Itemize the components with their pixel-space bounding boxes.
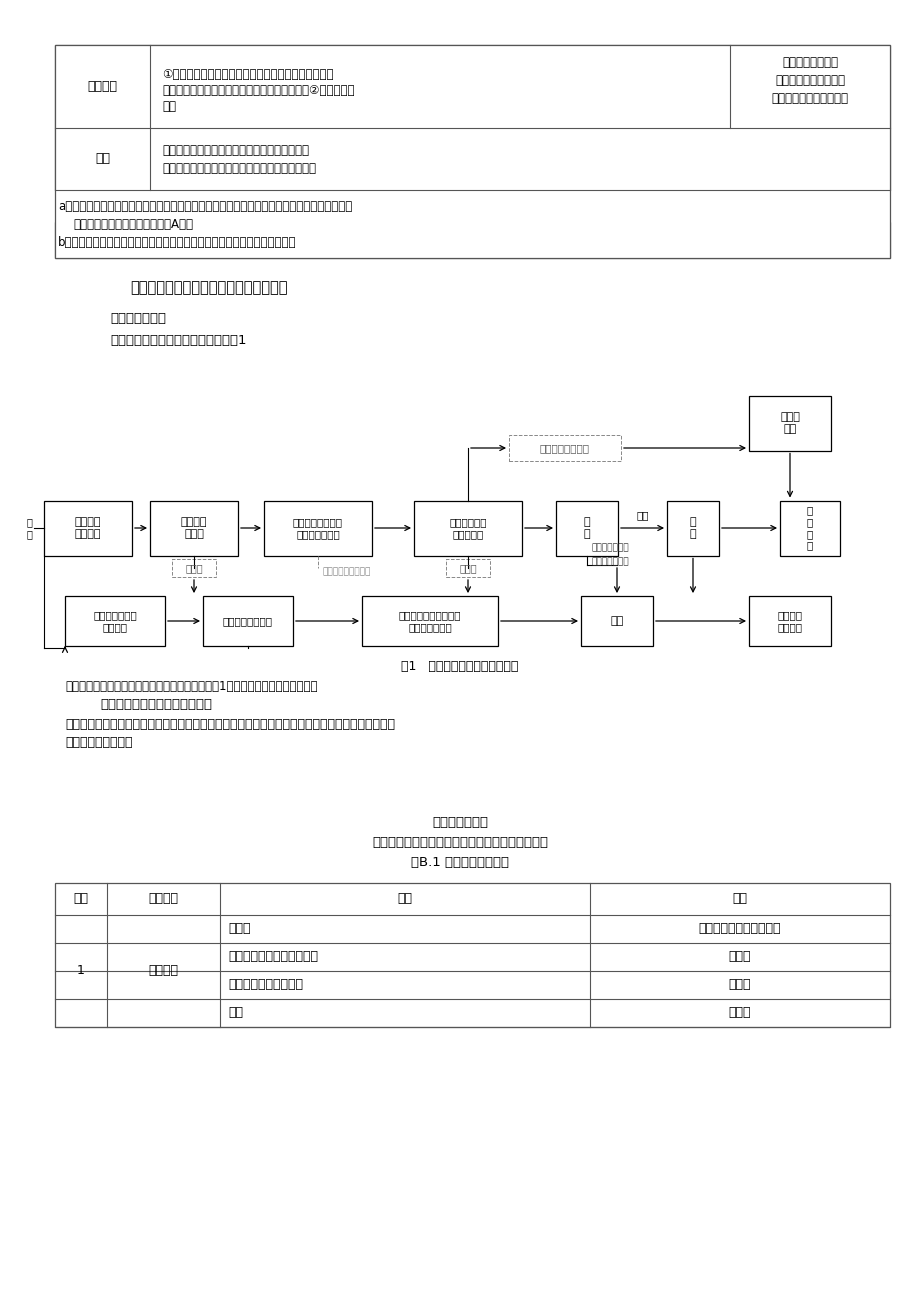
Text: 发动机怠速应正常。: 发动机怠速应正常。 <box>65 736 132 749</box>
Bar <box>55 46 889 190</box>
Text: 不合格: 不合格 <box>185 563 202 573</box>
Text: 审
核: 审 核 <box>583 517 590 539</box>
Text: 车辆登记
（登录）: 车辆登记 （登录） <box>74 517 101 539</box>
Text: 备注: 备注 <box>732 893 746 906</box>
Bar <box>555 500 618 555</box>
Bar <box>150 500 238 555</box>
Bar <box>361 595 497 646</box>
Bar <box>446 559 490 577</box>
Text: 能。: 能。 <box>162 100 176 113</box>
Text: 联网且陶毕的道路交通安全违法行为和交通事故。: 联网且陶毕的道路交通安全违法行为和交通事故。 <box>162 162 315 175</box>
Text: 检验资料
收集归档: 检验资料 收集归档 <box>777 610 801 632</box>
Bar <box>666 500 719 555</box>
Text: 机动车安全技术检验的检验流程见图1: 机动车安全技术检验的检验流程见图1 <box>110 335 246 348</box>
Text: 车
辆
出
站: 车 辆 出 站 <box>806 506 812 550</box>
Bar <box>55 46 889 258</box>
Text: 检验项目: 检验项目 <box>148 893 178 906</box>
Text: 线外检验（不含车
辆唯一性认定）: 线外检验（不含车 辆唯一性认定） <box>292 517 343 539</box>
Text: 合格: 合格 <box>636 509 648 520</box>
Bar <box>264 500 371 555</box>
Bar <box>172 559 216 577</box>
Text: 二、检验流程和对送检机动车的基本要求: 二、检验流程和对送检机动车的基本要求 <box>130 280 288 296</box>
Text: 不合格: 不合格 <box>459 563 476 573</box>
Text: 处理道路交通安全违法
行为和交通事故: 处理道路交通安全违法 行为和交通事故 <box>398 610 460 632</box>
Text: 通常只对无法上线: 通常只对无法上线 <box>781 56 837 69</box>
Text: 车体周正、尖锐突出物: 车体周正、尖锐突出物 <box>228 979 302 992</box>
Text: 台试有质疑或无: 台试有质疑或无 <box>591 543 629 552</box>
Bar <box>748 595 830 646</box>
Text: 车辆唯一
性认定: 车辆唯一 性认定 <box>180 517 207 539</box>
Text: 签
章: 签 章 <box>689 517 696 539</box>
Bar <box>414 500 521 555</box>
Text: b线内检验项目中，排放、制动、轮偏和前照灯远光光束发光强度为否决项；: b线内检验项目中，排放、制动、轮偏和前照灯远光光束发光强度为否决项； <box>58 236 296 249</box>
Bar <box>581 595 652 646</box>
Text: 否决项: 否决项 <box>728 950 751 963</box>
Text: 车身外观: 车身外观 <box>148 964 178 977</box>
Text: ①行车制动性能（制动跑离和制动稳定性，或充分发出: ①行车制动性能（制动跑离和制动稳定性，或充分发出 <box>162 68 334 81</box>
Bar <box>44 500 131 555</box>
Text: a主要特征及技术参数是指机动车已认证（登记）的结构、构造或者特征，以及国家机动车产品: a主要特征及技术参数是指机动车已认证（登记）的结构、构造或者特征，以及国家机动车… <box>58 199 352 212</box>
Text: 后视镜、下视镜、车窗玻璃: 后视镜、下视镜、车窗玻璃 <box>228 950 318 963</box>
Text: 暂无法进行线内检验: 暂无法进行线内检验 <box>323 568 371 576</box>
Text: 注：机动车安全技术检验机构可根据自身情况对图1所示的检验流程适当加以调整: 注：机动车安全技术检验机构可根据自身情况对图1所示的检验流程适当加以调整 <box>65 679 317 692</box>
Text: 审核: 审核 <box>95 152 110 165</box>
Text: 1: 1 <box>77 964 85 977</box>
Text: 图1   机动车安全技术检验流程图: 图1 机动车安全技术检验流程图 <box>401 659 518 672</box>
Text: 序号: 序号 <box>74 893 88 906</box>
Text: 线内检验（含
地沟检查）: 线内检验（含 地沟检查） <box>448 517 486 539</box>
Text: 法线内检验车辆: 法线内检验车辆 <box>591 558 629 567</box>
Text: 质疑的二轮机动车进行。: 质疑的二轮机动车进行。 <box>771 93 847 106</box>
Text: 底网本、句核查送检机动车是否涉及尚未处理完: 底网本、句核查送检机动车是否涉及尚未处理完 <box>162 143 309 156</box>
Text: 整改或移交有关
部门处理: 整改或移交有关 部门处理 <box>93 610 137 632</box>
Bar <box>55 222 889 258</box>
Text: 车辆外观检查、底盘动态检验和地沟检查检验项目: 车辆外观检查、底盘动态检验和地沟检查检验项目 <box>371 837 548 850</box>
Text: 注册登记检验时为否决项: 注册登记检验时为否决项 <box>698 923 780 936</box>
Text: （规范性附录）: （规范性附录） <box>432 817 487 830</box>
Bar <box>55 883 889 1027</box>
Text: 通过（建议维护）: 通过（建议维护） <box>539 443 589 453</box>
Text: 路试检验: 路试检验 <box>87 79 118 93</box>
Text: 复
检: 复 检 <box>26 517 32 539</box>
Text: 送检机动车应清洁，无明显漏油、漏水、漏气现象，轮胎完好，轮胎气压正常且胎冠花纹中无异物，: 送检机动车应清洁，无明显漏油、漏水、漏气现象，轮胎完好，轮胎气压正常且胎冠花纹中… <box>65 718 394 731</box>
Text: 调整／整改／修理: 调整／整改／修理 <box>222 616 273 625</box>
Text: 检验或线内检验结果有: 检验或线内检验结果有 <box>774 74 844 87</box>
Text: 否决项: 否决项 <box>728 979 751 992</box>
Bar <box>748 396 830 451</box>
Text: 漆向: 漆向 <box>228 1006 243 1019</box>
Text: （二）对送检机动车的基本要求: （二）对送检机动车的基本要求 <box>100 698 211 711</box>
Bar <box>508 435 620 461</box>
Bar <box>203 595 292 646</box>
Text: 内容: 内容 <box>397 893 412 906</box>
Text: 表B.1 车辆外观检查项目: 表B.1 车辆外观检查项目 <box>411 856 508 869</box>
Text: 路试: 路试 <box>609 616 623 625</box>
Text: 送检人
签字: 送检人 签字 <box>779 412 799 434</box>
Bar <box>779 500 839 555</box>
Text: 的平均减速度、制动协调时间和制动稳定性）；②驻布制动性: 的平均减速度、制动协调时间和制动稳定性）；②驻布制动性 <box>162 83 354 96</box>
Text: 保险杠: 保险杠 <box>228 923 250 936</box>
Bar <box>65 595 165 646</box>
Text: 否决项: 否决项 <box>728 1006 751 1019</box>
Text: （一）检验流程: （一）检验流程 <box>110 311 165 324</box>
Text: 主管部门公告的数据（详见附录A）；: 主管部门公告的数据（详见附录A）； <box>73 218 193 231</box>
